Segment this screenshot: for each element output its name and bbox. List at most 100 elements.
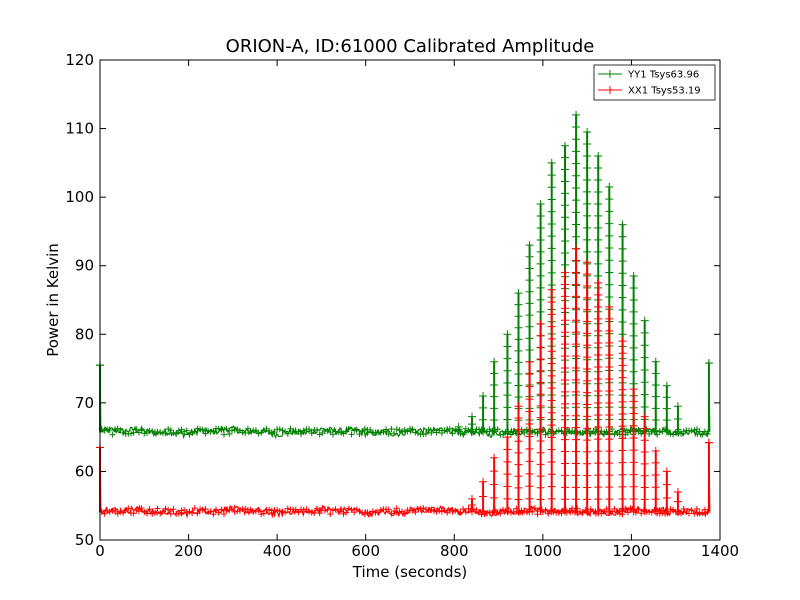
data-point [536, 247, 545, 256]
data-point [170, 506, 177, 513]
data-point [594, 175, 603, 184]
data-point [618, 422, 627, 431]
data-point [594, 399, 603, 408]
data-point [561, 387, 569, 396]
data-point [425, 426, 432, 433]
data-point [605, 293, 614, 302]
data-point [329, 507, 336, 514]
data-point [337, 429, 344, 436]
data-point [594, 247, 603, 256]
data-point [583, 364, 592, 373]
data-point [327, 511, 334, 518]
data-point [594, 350, 603, 359]
data-point [605, 207, 614, 216]
data-point [594, 338, 603, 347]
data-point [651, 381, 660, 390]
data-point [651, 495, 660, 504]
data-point [536, 271, 545, 280]
data-point [704, 359, 713, 368]
data-point [618, 446, 627, 455]
data-point [391, 508, 398, 515]
data-point [202, 505, 209, 512]
data-point [332, 506, 339, 513]
data-point [572, 507, 581, 516]
data-point [319, 505, 326, 512]
data-point [629, 355, 638, 364]
data-point [662, 416, 671, 425]
data-point [356, 431, 363, 438]
x-axis: 0 200 400 600 800 1000 1200 1400 [95, 60, 739, 560]
data-point [618, 507, 627, 516]
plot-background [100, 60, 720, 540]
data-point [635, 506, 642, 513]
data-point [536, 283, 545, 292]
data-point [629, 367, 638, 376]
data-point [324, 506, 331, 513]
data-point [583, 447, 592, 456]
data-point [422, 506, 429, 513]
data-point [561, 237, 569, 246]
y-tick-label: 100 [65, 188, 94, 206]
data-point [170, 429, 177, 436]
data-point [662, 404, 671, 413]
data-point [399, 428, 406, 435]
data-point [605, 338, 614, 347]
data-point [345, 505, 352, 512]
y-tick-label: 110 [65, 120, 94, 138]
data-point [503, 482, 512, 491]
data-point [420, 505, 427, 512]
data-point [503, 366, 512, 375]
data-point [242, 505, 249, 512]
data-point [673, 402, 682, 411]
legend-box [593, 64, 716, 101]
data-point [343, 509, 350, 516]
data-point [561, 399, 569, 408]
data-point [572, 399, 581, 408]
data-point [514, 460, 523, 469]
x-tick-label: 400 [263, 542, 292, 560]
data-point [199, 507, 206, 514]
data-point [290, 427, 297, 434]
data-point [618, 385, 627, 394]
data-point [514, 381, 523, 390]
data-point [605, 386, 614, 395]
data-point [454, 508, 461, 515]
data-point [654, 431, 661, 438]
data-point [673, 488, 682, 496]
data-point [673, 414, 682, 423]
data-point [377, 506, 384, 513]
data-point [561, 471, 569, 480]
data-point [279, 508, 286, 515]
data-point [460, 505, 467, 512]
data-point [614, 430, 621, 437]
data-point [503, 354, 512, 363]
data-point [662, 393, 671, 402]
data-point [525, 241, 534, 250]
data-point [542, 431, 549, 438]
data-point [430, 507, 437, 514]
data-point [651, 470, 660, 479]
data-point [583, 412, 592, 421]
data-point [141, 509, 148, 516]
data-point [276, 426, 283, 433]
data-point [605, 268, 614, 277]
data-point [202, 430, 209, 437]
data-point [197, 506, 204, 513]
x-tick-label: 0 [95, 542, 105, 560]
data-point [699, 509, 706, 516]
data-point [525, 507, 534, 516]
data-point [536, 211, 545, 220]
data-point [629, 397, 638, 406]
data-point [618, 495, 627, 504]
data-point [449, 430, 456, 437]
data-point [629, 446, 638, 455]
data-point [231, 426, 238, 433]
data-point [618, 434, 627, 443]
data-point [572, 244, 581, 253]
data-point [561, 423, 569, 432]
data-point [412, 509, 419, 516]
data-point [205, 509, 212, 516]
data-point [525, 276, 534, 285]
data-point [561, 248, 569, 257]
data-point [173, 431, 180, 438]
